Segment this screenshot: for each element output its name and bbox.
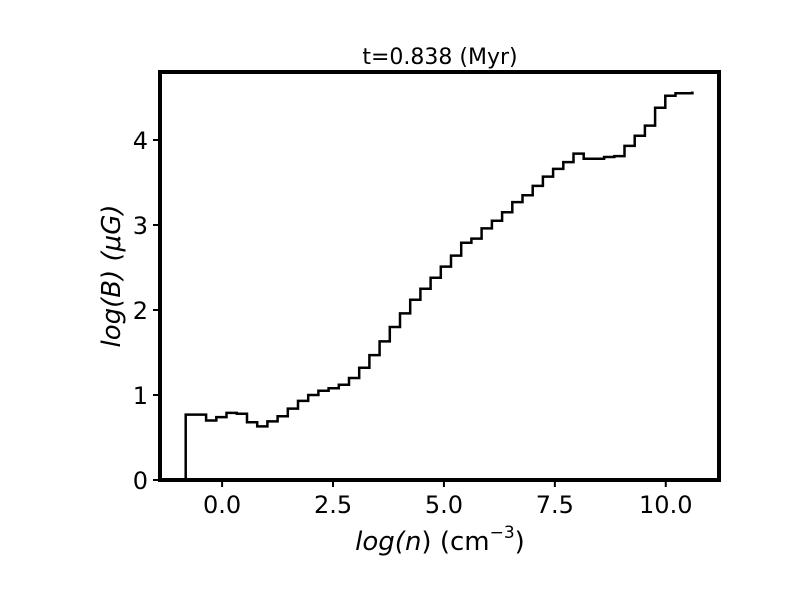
plot-frame [158,70,721,482]
y-axis-ticks: 0 1 2 3 4 [133,127,160,495]
x-axis-label: log(n) (cm−3) [355,523,525,557]
x-tick-label: 2.5 [314,491,352,519]
x-axis-label-prefix: log( [355,527,407,557]
y-axis-label-close: ) [97,204,127,216]
x-tick-label: 0.0 [203,491,241,519]
x-axis-ticks: 0.0 2.5 5.0 7.5 10.0 [203,480,692,519]
y-tick-label: 1 [133,382,148,410]
x-tick-label: 5.0 [425,491,463,519]
y-axis-label-suffix: ) ( [97,249,127,281]
y-tick-label: 2 [133,297,148,325]
x-axis-label-superscript: −3 [490,523,515,543]
x-axis-label-variable: n [405,527,421,557]
y-axis-label-variable: B [97,280,127,298]
y-tick-label: 3 [133,212,148,240]
plot-area [184,91,694,480]
y-axis-label: log(B) (μG) [97,204,127,347]
histogram-series-line [184,91,694,480]
chart-title: t=0.838 (Myr) [362,45,517,70]
x-tick-label: 7.5 [536,491,574,519]
x-tick-label: 10.0 [639,491,692,519]
y-axis-label-prefix: log( [97,296,127,348]
x-axis-label-close: ) [515,527,525,557]
y-tick-label: 4 [133,127,148,155]
x-axis-label-suffix: ) (cm [421,527,489,557]
y-axis-label-unit: μG [97,215,127,253]
y-tick-label: 0 [133,467,148,495]
